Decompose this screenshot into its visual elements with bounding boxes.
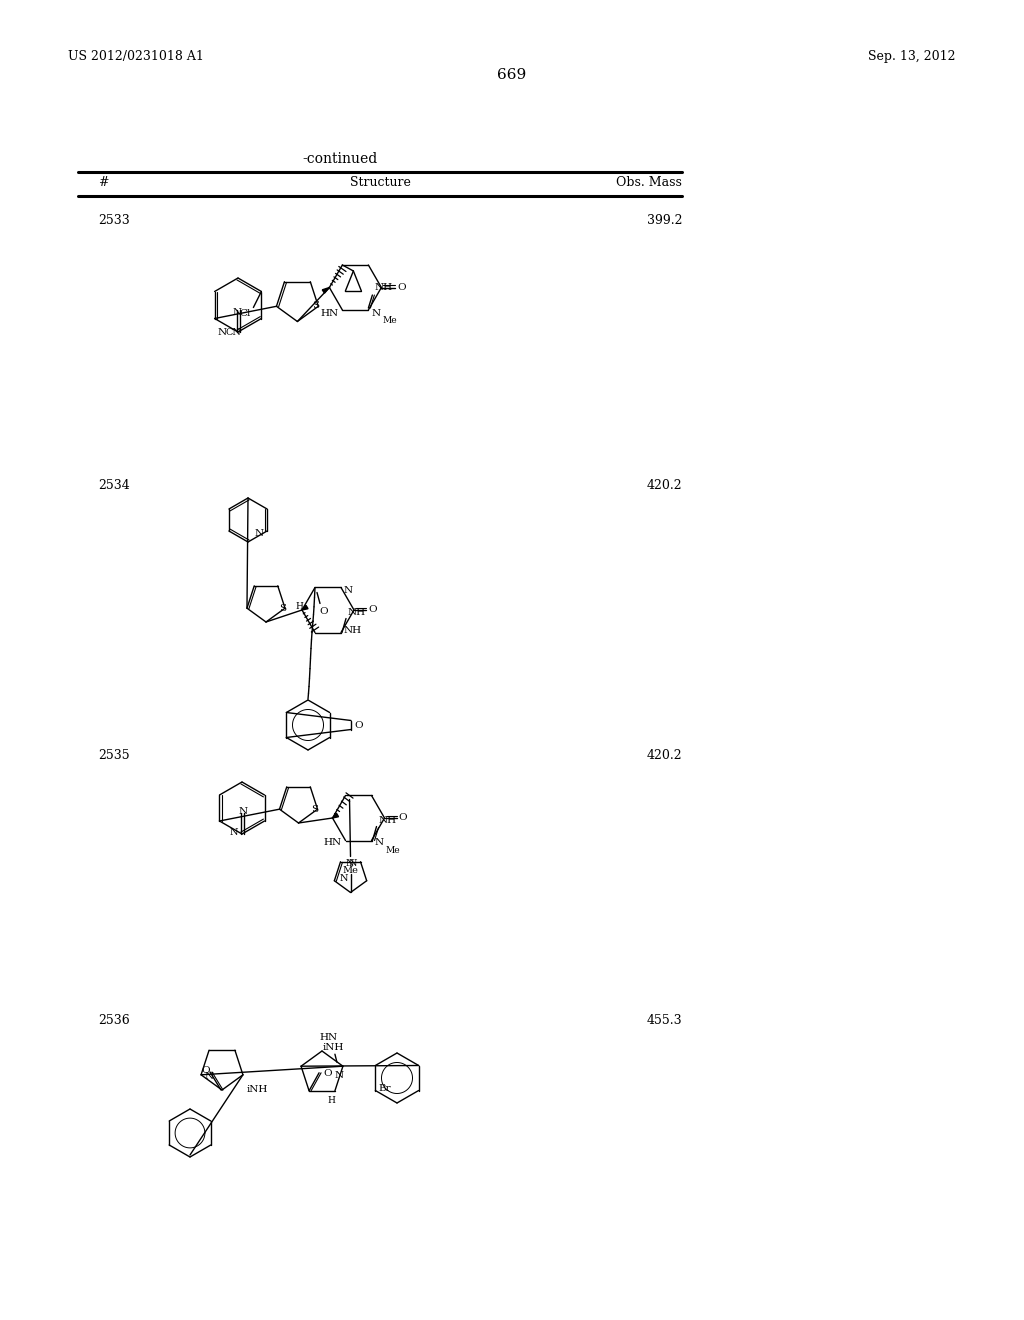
Text: -continued: -continued bbox=[302, 152, 378, 166]
Text: Me: Me bbox=[343, 866, 358, 875]
Text: Me: Me bbox=[385, 846, 400, 855]
Text: iNH: iNH bbox=[323, 1043, 344, 1052]
Text: N: N bbox=[375, 838, 384, 847]
Text: 420.2: 420.2 bbox=[646, 748, 682, 762]
Text: N: N bbox=[349, 859, 357, 869]
Text: HN: HN bbox=[324, 838, 342, 847]
Text: 455.3: 455.3 bbox=[646, 1014, 682, 1027]
Text: S: S bbox=[311, 805, 318, 814]
Text: N: N bbox=[335, 1072, 343, 1080]
Text: H: H bbox=[327, 1096, 335, 1105]
Text: 420.2: 420.2 bbox=[646, 479, 682, 492]
Text: Structure: Structure bbox=[349, 176, 411, 189]
Text: N: N bbox=[345, 859, 354, 869]
Text: Sep. 13, 2012: Sep. 13, 2012 bbox=[868, 50, 956, 63]
Text: 2533: 2533 bbox=[98, 214, 130, 227]
Text: NH: NH bbox=[379, 816, 396, 825]
Text: NH: NH bbox=[344, 626, 362, 635]
Text: O: O bbox=[398, 813, 408, 822]
Text: 2535: 2535 bbox=[98, 748, 130, 762]
Text: N: N bbox=[229, 828, 239, 837]
Text: US 2012/0231018 A1: US 2012/0231018 A1 bbox=[68, 50, 204, 63]
Text: CN: CN bbox=[225, 327, 241, 337]
Text: S: S bbox=[279, 605, 286, 612]
Text: HN: HN bbox=[319, 1034, 338, 1043]
Text: N: N bbox=[339, 874, 348, 883]
Text: iNH: iNH bbox=[247, 1085, 267, 1094]
Polygon shape bbox=[333, 813, 339, 818]
Text: O: O bbox=[397, 282, 406, 292]
Text: H: H bbox=[295, 602, 303, 611]
Text: NH: NH bbox=[348, 607, 367, 616]
Text: O: O bbox=[319, 607, 328, 616]
Text: HN: HN bbox=[321, 309, 338, 318]
Text: N: N bbox=[239, 807, 248, 816]
Text: #: # bbox=[98, 176, 109, 189]
Text: 399.2: 399.2 bbox=[646, 214, 682, 227]
Text: 2536: 2536 bbox=[98, 1014, 130, 1027]
Text: O: O bbox=[323, 1069, 332, 1078]
Text: N: N bbox=[255, 528, 264, 537]
Text: Me: Me bbox=[382, 315, 397, 325]
Text: N: N bbox=[217, 327, 226, 337]
Text: N: N bbox=[344, 586, 353, 595]
Text: N: N bbox=[372, 309, 381, 318]
Text: Obs. Mass: Obs. Mass bbox=[616, 176, 682, 189]
Text: Br: Br bbox=[378, 1084, 391, 1093]
Text: O: O bbox=[354, 721, 362, 730]
Text: O: O bbox=[368, 606, 377, 615]
Text: O: O bbox=[202, 1067, 210, 1074]
Text: S: S bbox=[311, 301, 318, 310]
Text: Cl: Cl bbox=[240, 309, 251, 318]
Text: 669: 669 bbox=[498, 69, 526, 82]
Text: N: N bbox=[204, 1072, 213, 1081]
Polygon shape bbox=[302, 606, 308, 610]
Text: 2534: 2534 bbox=[98, 479, 130, 492]
Text: N: N bbox=[232, 308, 242, 317]
Polygon shape bbox=[323, 288, 330, 293]
Text: NH: NH bbox=[375, 282, 392, 292]
